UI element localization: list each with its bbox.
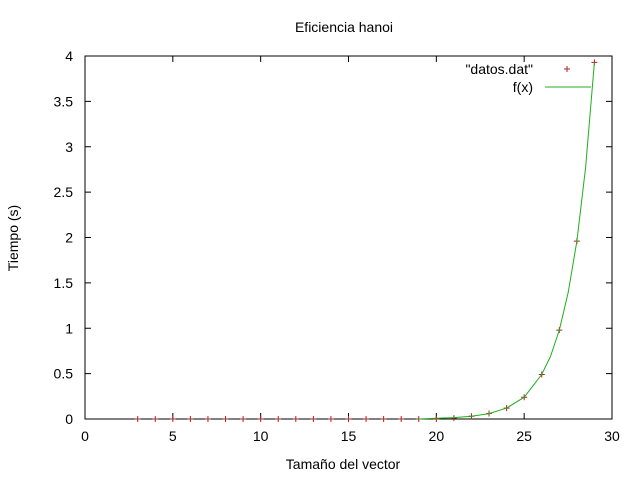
legend-point-swatch (564, 66, 570, 72)
series-line-fx (418, 62, 595, 420)
data-point (204, 416, 211, 422)
data-point (152, 416, 159, 422)
data-point (433, 416, 440, 422)
series-layer (134, 59, 598, 422)
data-point (222, 416, 229, 422)
axes: 0 5 10 15 20 25 30 0 0.5 1 1.5 2 2.5 3 3.5 4 (54, 48, 620, 444)
data-point (310, 416, 317, 422)
y-axis-label: Tiempo (s) (5, 205, 21, 271)
x-tick-label: 15 (341, 428, 357, 444)
data-point (275, 416, 282, 422)
x-tick-label: 10 (253, 428, 269, 444)
x-tick-label: 20 (429, 428, 445, 444)
data-point (187, 416, 194, 422)
data-point (257, 416, 264, 422)
legend: "datos.dat" f(x) (465, 61, 591, 95)
y-tick-label: 2.5 (54, 184, 74, 200)
data-point (345, 416, 352, 422)
x-axis-label: Tamaño del vector (286, 456, 401, 472)
plot-frame (84, 55, 613, 420)
data-point (134, 416, 141, 422)
data-point (292, 416, 299, 422)
x-tick-label: 30 (604, 428, 620, 444)
data-point (380, 416, 387, 422)
y-tick-label: 1.5 (54, 275, 74, 291)
legend-label: f(x) (513, 79, 533, 95)
data-point (363, 416, 370, 422)
x-tick-label: 0 (81, 428, 89, 444)
y-tick-label: 3 (65, 139, 73, 155)
y-tick-label: 0 (65, 411, 73, 427)
data-point (327, 416, 334, 422)
x-tick-label: 25 (516, 428, 532, 444)
y-tick-label: 3.5 (54, 93, 74, 109)
y-tick-label: 0.5 (54, 366, 74, 382)
y-tick-label: 4 (65, 48, 73, 64)
x-tick-label: 5 (169, 428, 177, 444)
y-tick-label: 2 (65, 230, 73, 246)
legend-label: "datos.dat" (465, 61, 533, 77)
data-point (398, 416, 405, 422)
y-tick-label: 1 (65, 320, 73, 336)
chart-title: Eficiencia hanoi (295, 19, 393, 35)
data-point (169, 416, 176, 422)
data-point (240, 416, 247, 422)
